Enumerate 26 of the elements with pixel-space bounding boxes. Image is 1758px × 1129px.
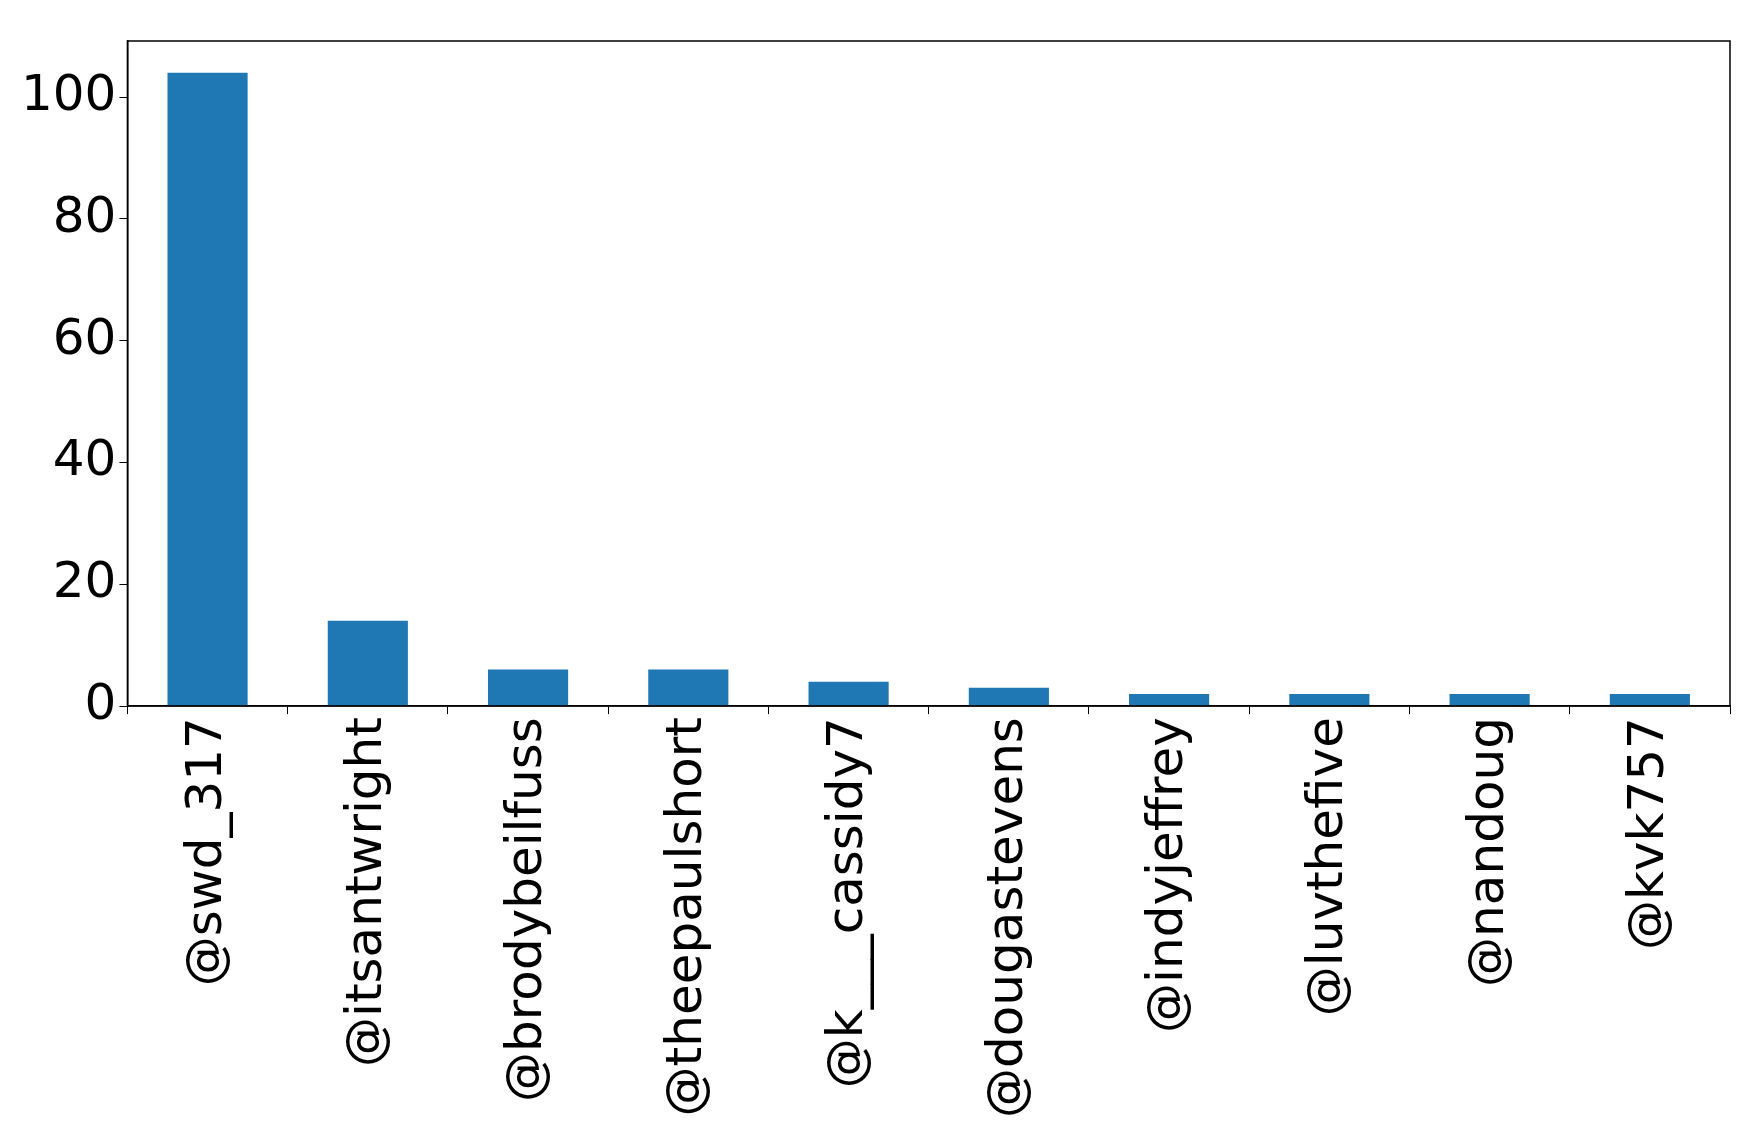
bar [808,681,889,706]
x-tick-label: @kvk757 [1616,717,1675,951]
x-tick-label: @luvthefive [1296,717,1355,1017]
y-tick-label: 60 [52,307,117,366]
bar [968,687,1049,706]
y-tick-label: 20 [52,551,117,610]
bar [648,669,729,706]
x-tick-label: @nandoug [1456,717,1515,987]
x-tick-label: @itsantwright [334,717,393,1067]
x-tick-label: @k___cassidy7 [815,717,874,1089]
bar [1289,693,1370,706]
bar [1129,693,1210,706]
x-tick-label: @indyjeffrey [1136,717,1195,1033]
bar [1449,693,1530,706]
y-tick-label: 40 [52,429,117,488]
y-tick-label: 100 [21,64,117,123]
x-tick-label: @brodybeilfuss [495,717,554,1102]
bar [327,620,408,706]
x-tick-label: @dougastevens [975,717,1034,1118]
bar [167,72,248,706]
y-tick-label: 80 [52,185,117,244]
y-tick-label: 0 [84,673,117,732]
bar [1609,693,1690,706]
bar [488,669,569,706]
x-tick-label: @swd_317 [174,717,233,987]
x-tick-label: @theepaulshort [655,717,714,1117]
